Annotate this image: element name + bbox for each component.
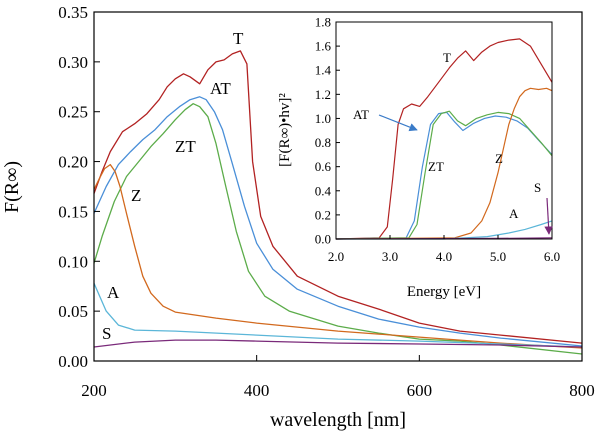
inset-series-zt-line xyxy=(335,110,553,240)
main-y-tick-label: 0.05 xyxy=(58,302,88,321)
main-y-tick-label: 0.35 xyxy=(58,3,88,22)
inset-y-tick-label: 1.8 xyxy=(315,15,331,30)
inset-x-tick-label: 5.0 xyxy=(490,249,506,264)
main-label-t: T xyxy=(233,29,244,48)
inset-y-axis-title: [F(R∞)•hv]² xyxy=(277,93,293,167)
main-label-z: Z xyxy=(131,186,141,205)
inset-y-tick-label: 0.2 xyxy=(315,207,331,222)
inset-label-s: S xyxy=(534,180,541,195)
main-series-at-line xyxy=(93,96,583,347)
inset-x-tick-label: 4.0 xyxy=(436,249,452,264)
main-series-s-line xyxy=(93,339,583,348)
main-series-layer xyxy=(93,50,583,355)
inset-y-tick-label: 0.4 xyxy=(315,183,332,198)
main-series-z-line xyxy=(93,163,583,349)
inset-y-tick-label: 1.6 xyxy=(315,39,332,54)
inset-x-tick-label: 6.0 xyxy=(544,249,560,264)
inset-series-t-line xyxy=(335,38,553,240)
main-y-tick-label: 0.00 xyxy=(58,352,88,371)
main-label-at: AT xyxy=(210,79,231,98)
main-x-tick-label: 200 xyxy=(81,381,107,400)
inset-at-pointer-arrow xyxy=(378,114,418,132)
inset-label-zt: ZT xyxy=(428,159,444,174)
main-x-tick-label: 400 xyxy=(244,381,270,400)
inset-series-at-line xyxy=(335,111,553,240)
main-y-tick-label: 0.15 xyxy=(58,202,88,221)
main-label-a: A xyxy=(107,283,120,302)
main-plot-frame xyxy=(93,11,583,362)
main-label-s: S xyxy=(102,324,111,343)
main-y-tick-label: 0.30 xyxy=(58,53,88,72)
main-y-tick-label: 0.10 xyxy=(58,252,88,271)
inset-background xyxy=(336,22,552,239)
inset-series-z-line xyxy=(335,87,553,240)
inset-y-tick-label: 1.4 xyxy=(315,63,332,78)
main-series-t-line xyxy=(93,50,583,344)
main-ticks: 200 400 600 800 0.00 0.05 0.10 0.15 0.20 0.25 0.30… xyxy=(58,3,595,400)
main-y-axis-title: F(R∞) xyxy=(1,161,23,213)
inset-ticks: 2.0 3.0 4.0 5.0 6.0 0.0 0.2 0.4 0.6 0.8 1.0 1.2 1.4 1… xyxy=(315,15,560,265)
inset-x-axis-title: Energy [eV] xyxy=(407,284,481,300)
main-label-zt: ZT xyxy=(175,137,196,156)
main-x-tick-label: 800 xyxy=(569,381,595,400)
inset-series-layer xyxy=(335,38,553,240)
inset-label-z: Z xyxy=(495,151,503,166)
inset-y-tick-label: 1.0 xyxy=(315,111,331,126)
main-y-tick-label: 0.25 xyxy=(58,103,88,122)
inset-label-t: T xyxy=(443,50,451,65)
main-chart: 200 400 600 800 0.00 0.05 0.10 0.15 0.20 0.25 0.30… xyxy=(1,3,595,431)
inset-y-tick-label: 0.6 xyxy=(315,159,332,174)
main-x-tick-label: 600 xyxy=(407,381,433,400)
inset-s-pointer-arrow xyxy=(544,197,553,235)
inset-chart: 2.0 3.0 4.0 5.0 6.0 0.0 0.2 0.4 0.6 0.8 1.0 1.2 1.4 1… xyxy=(277,15,560,301)
inset-label-at: AT xyxy=(353,107,369,122)
inset-x-tick-label: 3.0 xyxy=(382,249,398,264)
main-x-axis-title: wavelength [nm] xyxy=(270,409,406,431)
inset-label-a: A xyxy=(509,206,519,221)
inset-x-tick-label: 2.0 xyxy=(328,249,344,264)
inset-y-tick-label: 1.2 xyxy=(315,87,331,102)
inset-y-tick-label: 0.0 xyxy=(315,232,331,247)
inset-y-tick-label: 0.8 xyxy=(315,135,331,150)
main-y-tick-label: 0.20 xyxy=(58,153,88,172)
main-series-a-line xyxy=(93,282,583,348)
